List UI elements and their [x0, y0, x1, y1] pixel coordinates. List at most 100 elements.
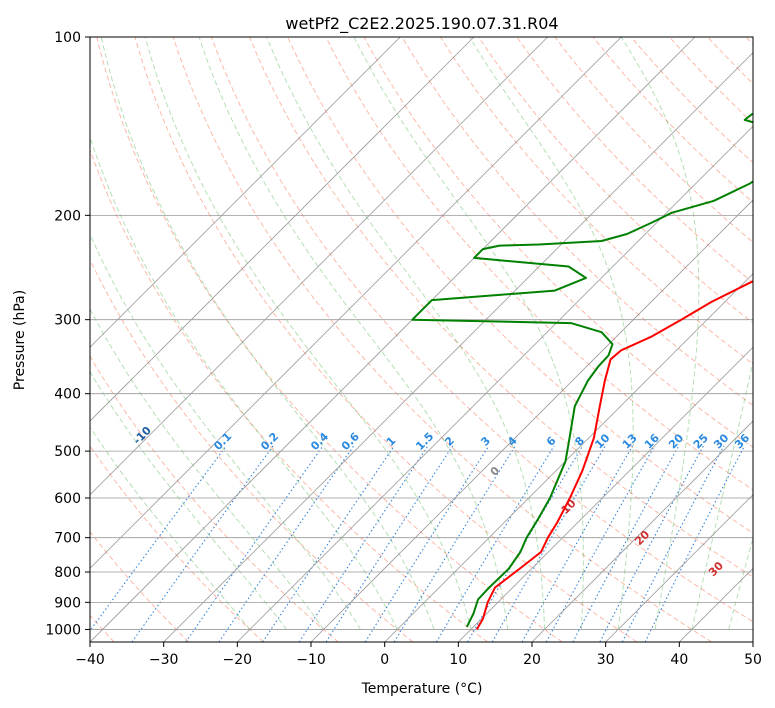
mixing-ratio-line [435, 445, 555, 642]
mixing-ratio-lines [90, 445, 746, 642]
moist-adiabat-line [620, 37, 700, 630]
moist-adiabat-line [469, 37, 634, 630]
mixing-ratio-label: 3 [478, 434, 493, 449]
x-tick-label: −30 [149, 652, 179, 668]
profile-series [411, 112, 753, 630]
mixing-ratio-label: 2 [442, 434, 457, 449]
mixing-ratio-line [545, 445, 656, 642]
dewpoint-profile-line [411, 112, 753, 628]
mixing-ratio-label: 13 [620, 431, 640, 451]
dry-adiabat-line [745, 37, 753, 46]
y-tick-label: 400 [54, 387, 81, 403]
isotherm-line [90, 37, 622, 569]
isobar-gridlines [90, 37, 753, 630]
dry-adiabat-line [90, 258, 414, 642]
moist-adiabat-line [728, 536, 753, 630]
x-tick-label: 10 [449, 652, 467, 668]
mixing-ratio-line [218, 445, 355, 642]
moist-adiabat-line [90, 308, 325, 630]
dry-adiabat-line [249, 37, 753, 578]
y-tick-label: 600 [54, 491, 81, 507]
dry-adiabat-line [172, 37, 712, 642]
mixing-ratio-label: 0.4 [308, 430, 331, 453]
mixing-ratio-line [131, 445, 274, 642]
mixing-ratio-line [521, 445, 633, 642]
isotherm-line [90, 37, 548, 496]
dry-adiabat-line [363, 37, 753, 448]
moist-adiabat-label: 0 [488, 464, 503, 479]
y-axis-ticks: 100 200 300 400 500 600 700 800 900 1000 [45, 30, 90, 638]
line-labels: -100-90-80-70-60-50-40-30-20-100.10.20.4… [0, 366, 753, 580]
isotherm-line [384, 273, 753, 642]
moist-adiabat-line [353, 37, 584, 630]
mixing-ratio-line [90, 445, 227, 632]
mixing-ratio-line [599, 445, 704, 642]
mixing-ratio-line [644, 445, 746, 642]
dry-adiabat-label: -30 [0, 366, 3, 389]
mixing-ratio-label: 8 [572, 434, 587, 449]
mixing-ratio-label: 20 [666, 431, 686, 451]
moist-adiabat-line [266, 37, 546, 630]
moist-adiabat-label: 30 [706, 559, 726, 579]
mixing-ratio-label: 4 [505, 434, 520, 449]
isotherm-line [90, 37, 475, 422]
mixing-ratio-line [325, 445, 454, 642]
isotherm-line [679, 567, 753, 642]
y-tick-label: 200 [54, 208, 81, 224]
mixing-ratio-line [185, 445, 324, 642]
dry-adiabat-line [90, 445, 264, 642]
x-tick-label: 0 [380, 652, 389, 668]
mixing-ratio-line [364, 445, 490, 642]
dry-adiabat-line [554, 37, 753, 243]
x-tick-label: 30 [597, 652, 615, 668]
y-tick-label: 800 [54, 565, 81, 581]
dry-adiabat-line [401, 37, 753, 406]
x-tick-label: −40 [75, 652, 105, 668]
chart-title: wetPf2_C2E2.2025.190.07.31.R04 [285, 14, 558, 34]
mixing-ratio-label: 0.6 [339, 430, 362, 453]
mixing-ratio-line [572, 445, 680, 642]
moist-adiabat-line [90, 370, 288, 630]
y-tick-label: 700 [54, 531, 81, 547]
y-tick-label: 900 [54, 595, 81, 611]
mixing-ratio-line [262, 445, 395, 642]
adiabat-lines [90, 37, 753, 642]
mixing-ratio-line [621, 445, 725, 642]
x-tick-label: 20 [523, 652, 541, 668]
dry-adiabat-line [669, 37, 753, 124]
plot-frame [89, 36, 754, 643]
dry-adiabat-line [478, 37, 753, 324]
y-tick-label: 1000 [45, 622, 81, 638]
mixing-ratio-label: 36 [732, 431, 752, 451]
dry-adiabat-line [90, 355, 339, 642]
moist-adiabat-line [90, 426, 251, 630]
dry-adiabat-line [90, 148, 488, 642]
isotherm-line [163, 52, 753, 642]
dry-adiabat-line [96, 37, 563, 642]
mixing-ratio-label: 0.2 [258, 430, 281, 453]
isotherm-line [531, 420, 753, 642]
isotherm-line [605, 494, 753, 642]
x-tick-label: 50 [744, 652, 762, 668]
mixing-ratio-label: 6 [544, 434, 559, 449]
moist-adiabat-line [144, 37, 472, 630]
mixing-ratio-label: 30 [711, 431, 731, 451]
dry-adiabat-line [707, 37, 753, 85]
isotherm-line [752, 641, 753, 642]
moist-adiabat-line [198, 37, 509, 630]
skewed-isotherms [90, 37, 753, 642]
dry-adiabat-line [325, 37, 753, 491]
isotherm-line [237, 125, 753, 642]
x-tick-label: −10 [296, 652, 326, 668]
y-axis-label: Pressure (hPa) [12, 290, 28, 390]
mixing-ratio-label: 1 [384, 434, 399, 449]
dry-adiabat-line [90, 531, 190, 642]
y-tick-label: 500 [54, 444, 81, 460]
moist-adiabat-line [691, 358, 753, 630]
dry-adiabat-label: -10 [131, 424, 154, 447]
moist-adiabat-line [90, 232, 361, 630]
mixing-ratio-label: 16 [642, 431, 662, 451]
moist-adiabat-line [100, 37, 435, 630]
x-tick-label: 40 [670, 652, 688, 668]
